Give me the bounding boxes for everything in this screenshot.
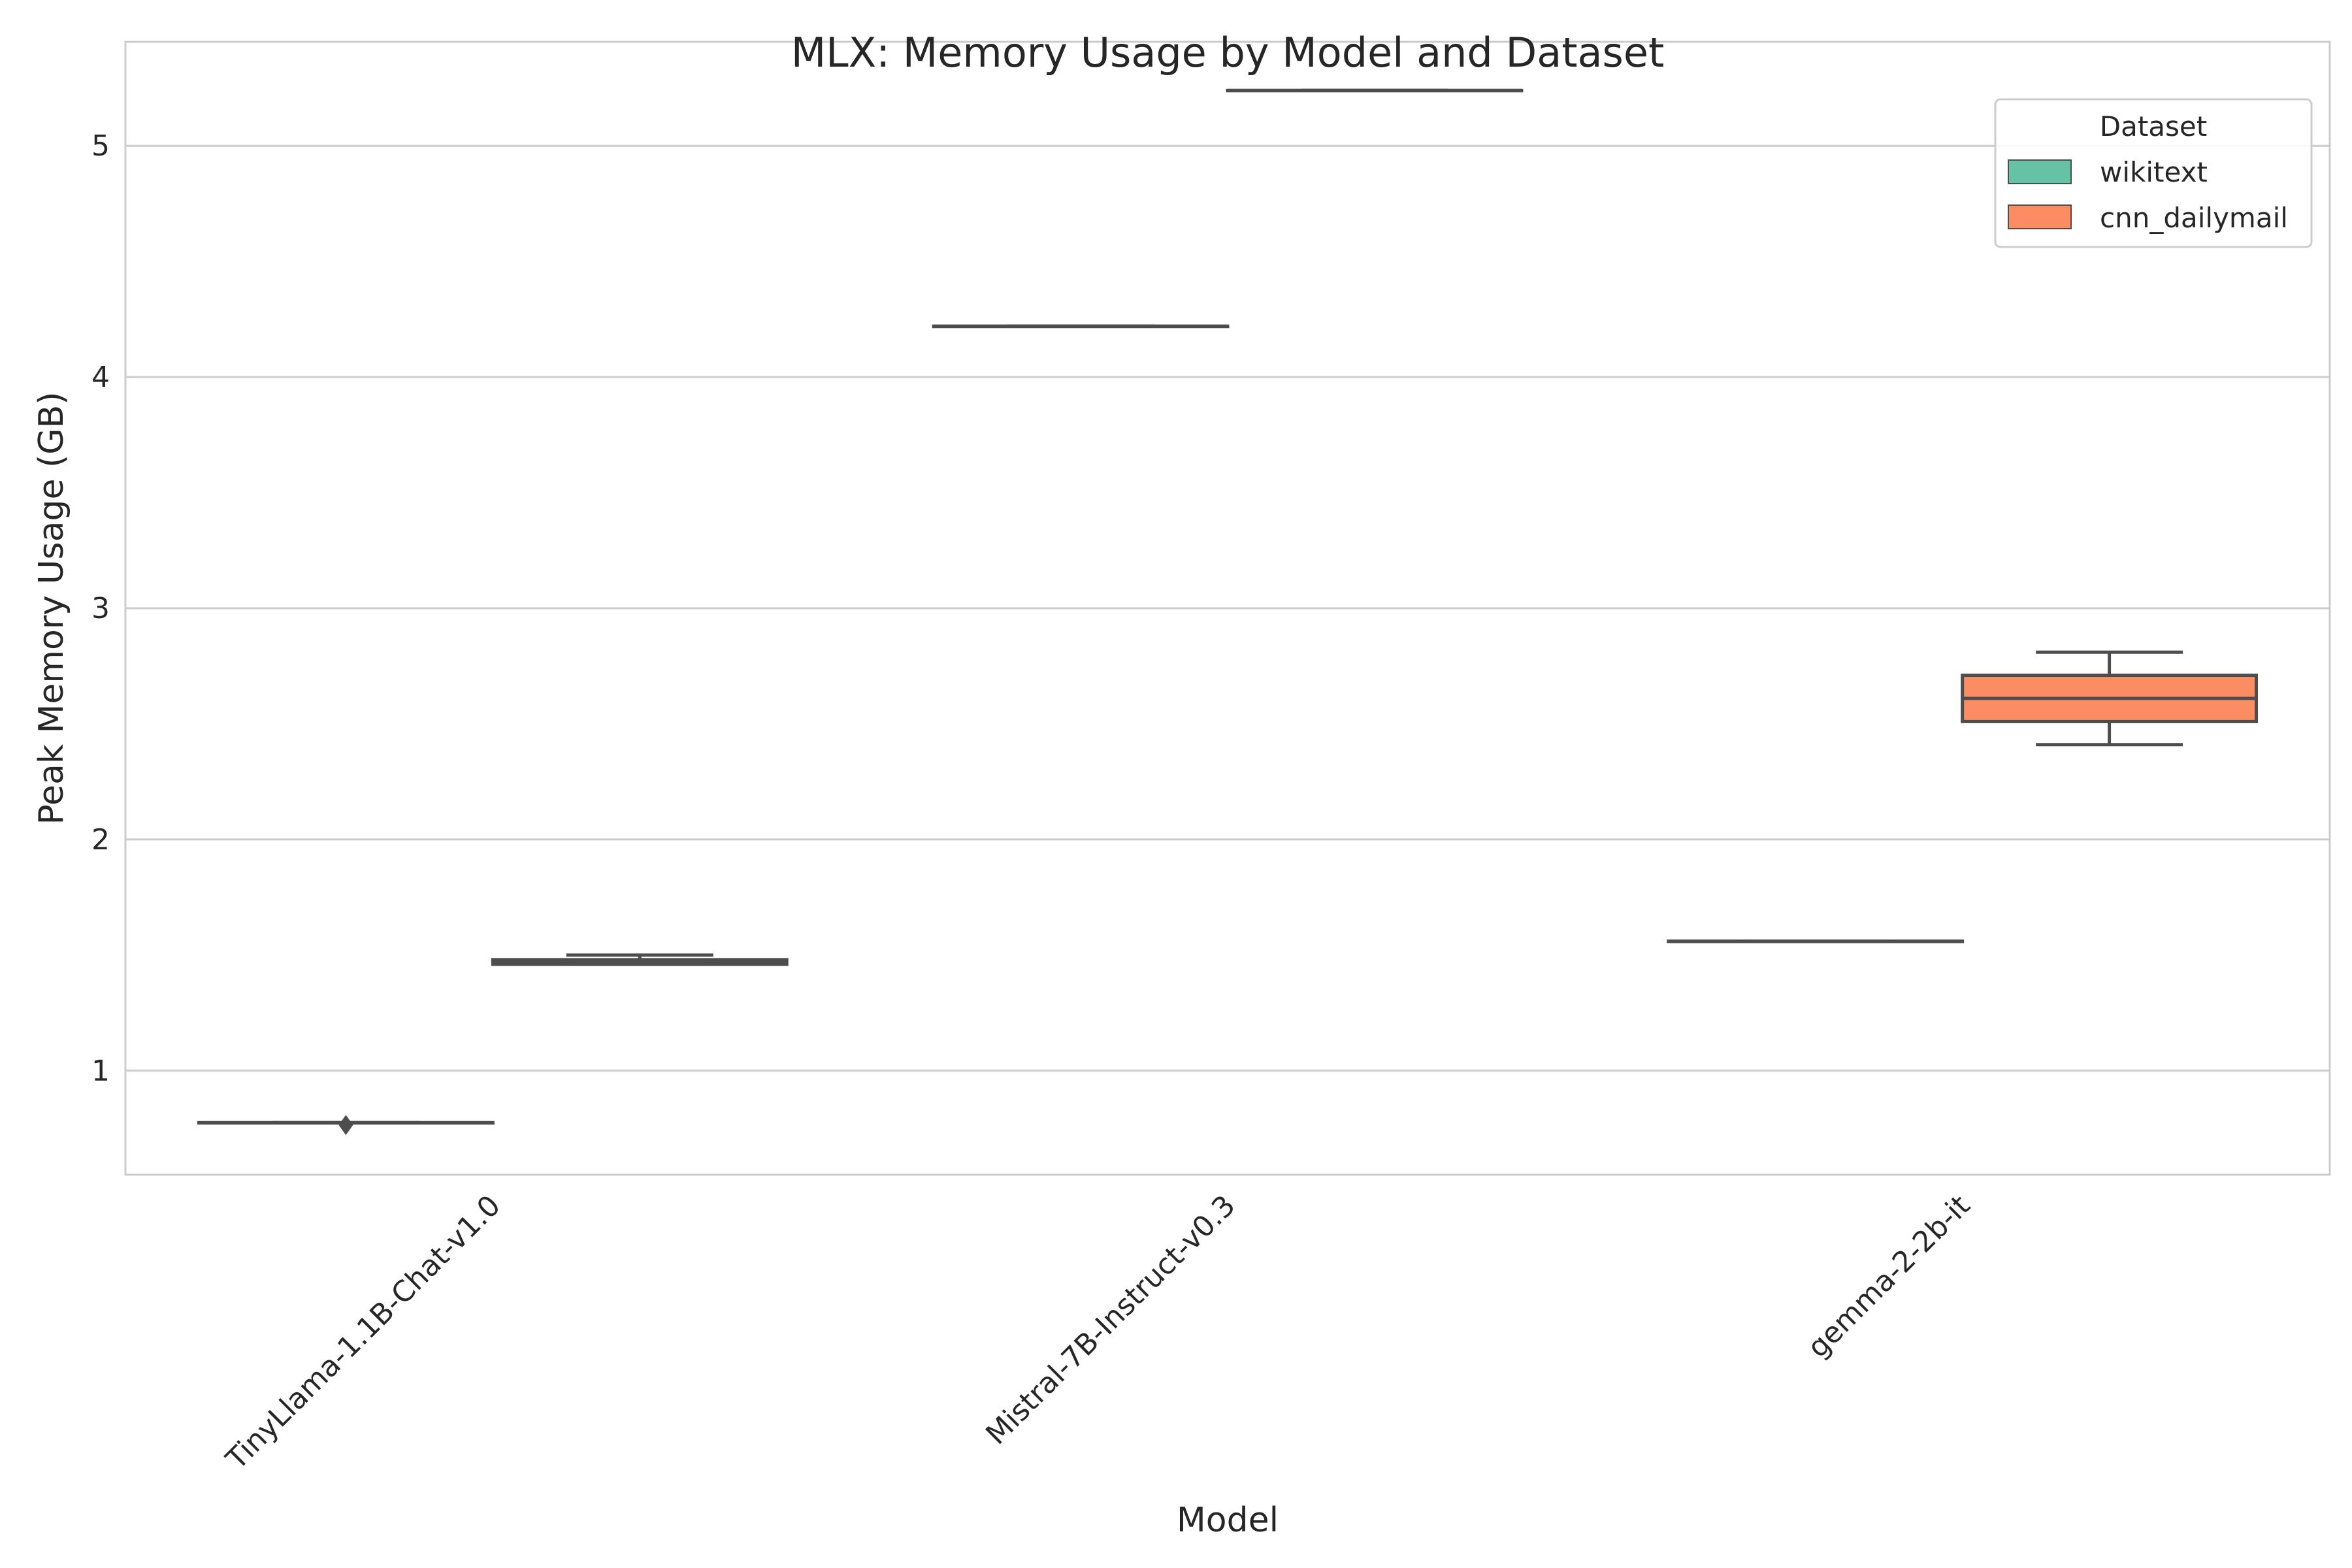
box-cnn-dailymail-gemma-2-2b-it <box>1961 650 2259 747</box>
legend-label-cnn-dailymail: cnn_dailymail <box>2100 202 2288 234</box>
chart-title: MLX: Memory Usage by Model and Dataset <box>791 29 1665 76</box>
outlier-point-0 <box>338 1115 353 1135</box>
plot-frame <box>124 41 2331 1176</box>
legend-frame <box>1994 98 2313 248</box>
y-tick-label-5: 5 <box>91 129 110 163</box>
y-tick-label-2: 2 <box>91 823 110 857</box>
legend-swatch-wikitext <box>2008 159 2072 184</box>
y-tick-label-3: 3 <box>91 592 110 625</box>
box-wikitext-tinyllama-1-1b-chat-v1-0 <box>197 1115 495 1135</box>
legend-title: Dataset <box>2100 110 2207 142</box>
legend-label-wikitext: wikitext <box>2100 156 2208 188</box>
boxes <box>197 88 2259 1135</box>
box-wikitext-mistral-7b-instruct-v0-3 <box>932 324 1230 329</box>
legend: Dataset wikitext cnn_dailymail <box>1994 98 2313 248</box>
y-tick-label-1: 1 <box>91 1054 110 1088</box>
y-axis-label: Peak Memory Usage (GB) <box>32 391 71 825</box>
box-wikitext-gemma-2-2b-it <box>1667 939 1965 943</box>
y-tick-label-4: 4 <box>91 361 110 394</box>
y-tick-labels: 1 2 3 4 5 <box>91 129 110 1088</box>
legend-swatch-cnn-dailymail <box>2008 204 2072 229</box>
box-cnn-dailymail-mistral-7b-instruct-v0-3 <box>1226 88 1524 93</box>
x-axis-label: Model <box>1177 1501 1279 1540</box>
box-cnn-dailymail-tinyllama-1-1b-chat-v1-0 <box>491 953 789 966</box>
grid-lines <box>125 144 2330 1072</box>
